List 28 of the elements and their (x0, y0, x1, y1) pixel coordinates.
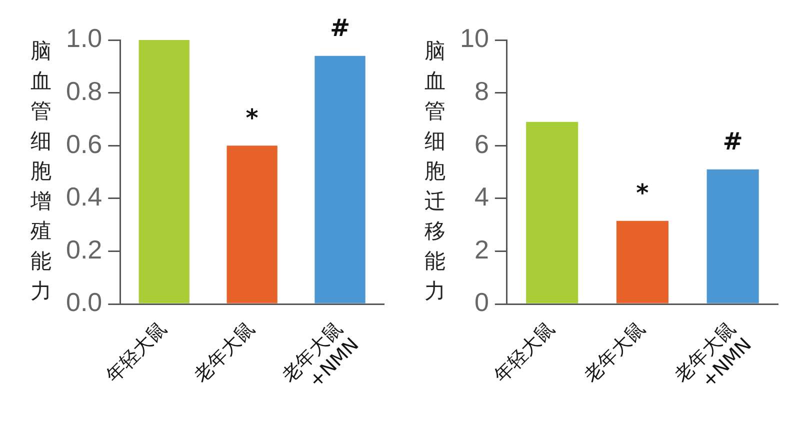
x-tick-label: 年轻大鼠 (102, 318, 172, 387)
y-tick-label: 0.6 (66, 128, 102, 159)
bar (616, 220, 668, 304)
y-tick-label: 0.0 (66, 287, 102, 318)
annotation: * (636, 179, 650, 208)
text: 脑血管细胞迁移能力 (424, 39, 446, 303)
annotation: * (246, 104, 259, 132)
x-tick-label: 年轻大鼠 (490, 318, 560, 387)
annotation: # (722, 128, 743, 156)
y-tick-label: 0.4 (66, 182, 102, 212)
y-tick-label: 0.8 (66, 76, 102, 106)
y-tick-label: 1.0 (66, 23, 102, 54)
y-tick-label: 4 (474, 182, 489, 212)
y-tick-label: 10 (460, 23, 489, 54)
y-tick-label: 2 (474, 234, 489, 264)
annotation: # (330, 14, 350, 42)
bar (526, 122, 578, 304)
y-tick-label: 6 (474, 128, 489, 159)
bar (226, 146, 278, 304)
x-tick-label: 老年大鼠 (190, 318, 260, 387)
x-tick-label: 老年大鼠 (580, 318, 650, 387)
bar (706, 169, 759, 304)
text: 脑血管细胞增殖能力 (30, 39, 52, 303)
y-tick-label: 0.2 (66, 234, 102, 264)
y-tick-label: 0 (474, 287, 489, 318)
bar (314, 56, 366, 304)
bar (138, 40, 190, 304)
y-tick-label: 8 (474, 76, 489, 106)
